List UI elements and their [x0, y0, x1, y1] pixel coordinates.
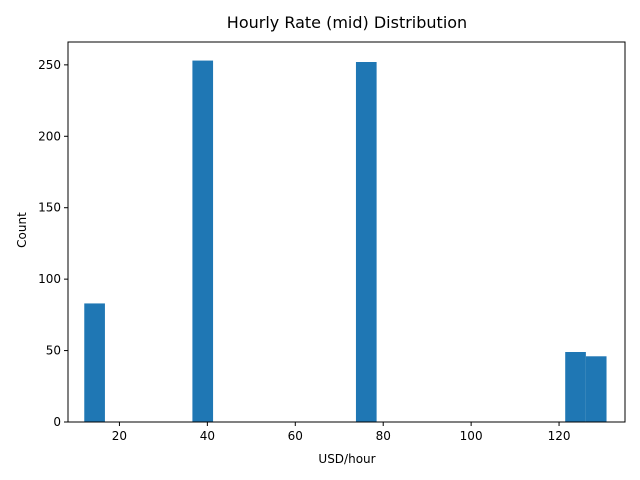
x-tick-label: 20: [112, 429, 127, 443]
y-axis-label: Count: [15, 212, 29, 248]
histogram-bar-0: [84, 303, 105, 422]
chart-title: Hourly Rate (mid) Distribution: [227, 13, 467, 32]
y-tick-label: 200: [38, 129, 61, 143]
x-tick-label: 60: [288, 429, 303, 443]
histogram-bar-1: [192, 60, 214, 422]
histogram-bar-4: [585, 356, 607, 422]
x-axis-label: USD/hour: [318, 452, 375, 466]
y-axis-ticks: 0 50 100 150 200 250: [38, 58, 68, 429]
x-tick-label: 120: [548, 429, 571, 443]
y-tick-label: 50: [46, 344, 61, 358]
histogram-bar-3: [565, 352, 586, 422]
y-tick-label: 250: [38, 58, 61, 72]
y-tick-label: 100: [38, 272, 61, 286]
y-tick-label: 0: [53, 415, 61, 429]
x-tick-label: 40: [200, 429, 215, 443]
x-tick-label: 80: [376, 429, 391, 443]
bars-group: [84, 60, 607, 422]
histogram-bar-2: [355, 62, 377, 422]
x-tick-label: 100: [460, 429, 483, 443]
plot-frame: [67, 41, 626, 423]
x-axis-ticks: 20 40 60 80 100 120: [112, 422, 571, 443]
y-tick-label: 150: [38, 201, 61, 215]
